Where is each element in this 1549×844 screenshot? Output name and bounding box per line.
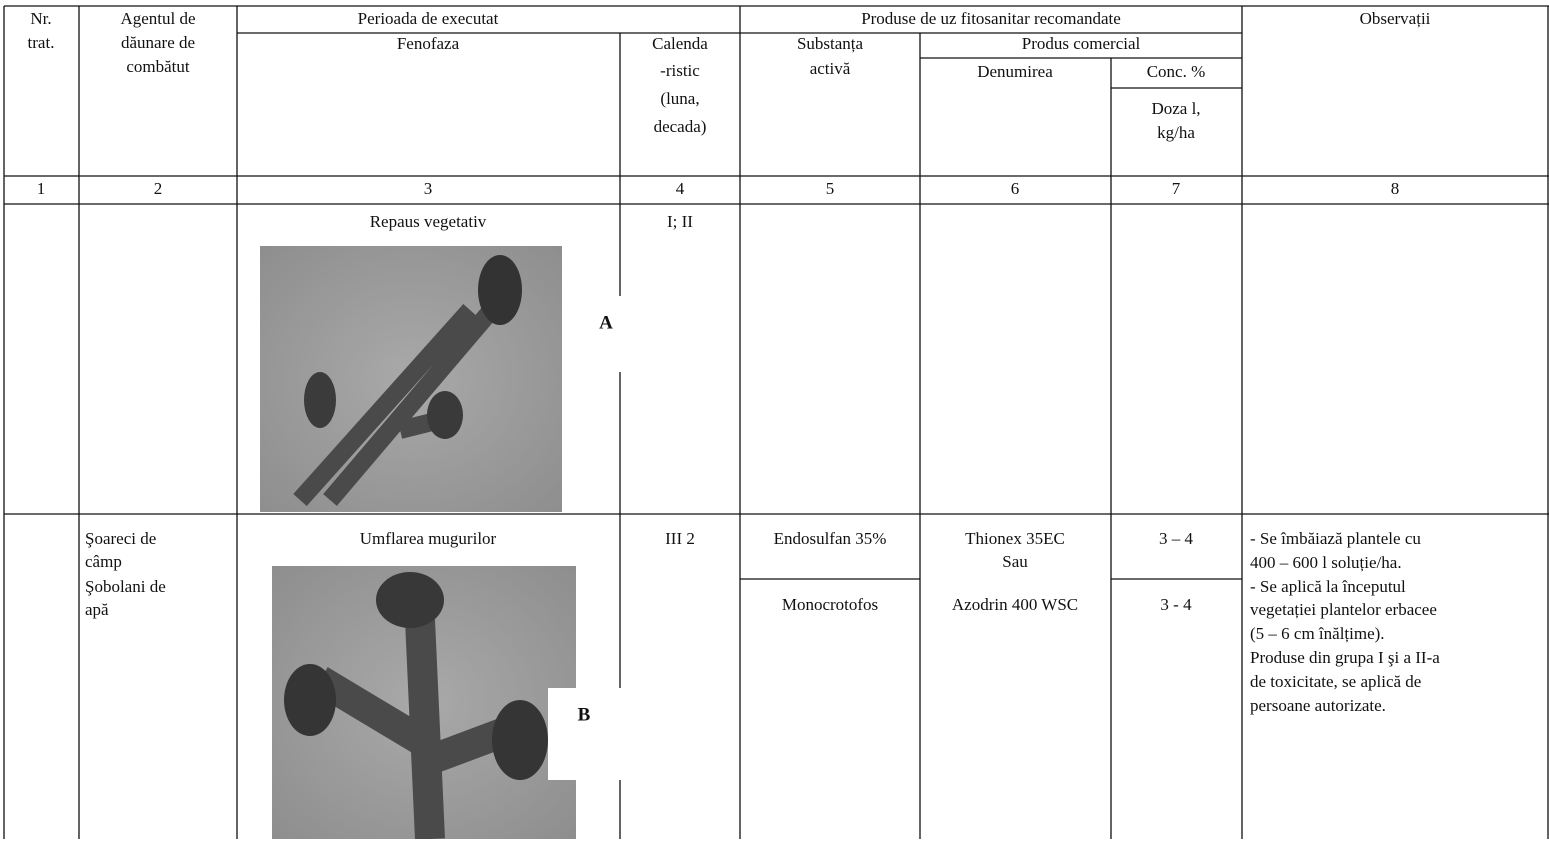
photo-bud [284, 664, 336, 736]
header-cell: activă [810, 59, 851, 78]
grid [3, 5, 1549, 839]
column-number: 7 [1172, 179, 1181, 198]
header-cell: dăunare de [121, 33, 195, 52]
photo-a [260, 246, 562, 512]
cell: Şobolani de [85, 577, 166, 596]
cell: apă [85, 600, 109, 619]
header-cell: Calenda [652, 34, 708, 53]
header-cell: combătut [126, 57, 190, 76]
cell: Umflarea mugurilor [360, 529, 497, 548]
image-label: A [599, 312, 613, 333]
header-cell: Produs comercial [1022, 34, 1141, 53]
note-line: Produse din grupa I şi a II-a [1250, 648, 1440, 667]
cell: I; II [667, 212, 693, 231]
column-number: 6 [1011, 179, 1020, 198]
header-cell: Observații [1360, 9, 1431, 28]
header-cell: Produse de uz fitosanitar recomandate [861, 9, 1121, 28]
cell: 3 - 4 [1160, 595, 1192, 614]
cell: Monocrotofos [782, 595, 878, 614]
column-number: 2 [154, 179, 163, 198]
cell: Endosulfan 35% [774, 529, 887, 548]
note-line: 400 – 600 l soluție/ha. [1250, 553, 1402, 572]
photo-bud [427, 391, 463, 439]
header-cell: kg/ha [1157, 123, 1195, 142]
header-cell: Doza l, [1151, 99, 1200, 118]
photo-b [272, 566, 576, 840]
photo-bud [492, 700, 548, 780]
cell: Repaus vegetativ [370, 212, 487, 231]
note-line: - Se aplică la începutul [1250, 577, 1406, 596]
note-line: vegetației plantelor erbacee [1250, 600, 1437, 619]
photo-bud [304, 372, 336, 428]
cell: III 2 [665, 529, 695, 548]
label-box [594, 296, 620, 372]
cell: Thionex 35EC [965, 529, 1065, 548]
cell: 3 – 4 [1159, 529, 1194, 548]
cell: Sau [1002, 552, 1028, 571]
cell: câmp [85, 552, 122, 571]
header-cell: -ristic [660, 61, 700, 80]
photo-bud [376, 572, 444, 628]
image-label: B [578, 704, 591, 725]
column-number: 1 [37, 179, 46, 198]
header-cell: Conc. % [1147, 62, 1206, 81]
note-line: - Se îmbăiază plantele cu [1250, 529, 1421, 548]
header-cell: Substanța [797, 34, 864, 53]
header-cell: trat. [28, 33, 55, 52]
label-box [548, 688, 620, 780]
column-number: 3 [424, 179, 433, 198]
header-cell: decada) [654, 117, 707, 136]
header-cell: (luna, [660, 89, 699, 108]
header-cell: Denumirea [977, 62, 1053, 81]
column-number: 5 [826, 179, 835, 198]
note-line: persoane autorizate. [1250, 696, 1386, 715]
cell: Şoareci de [85, 529, 156, 548]
column-number: 4 [676, 179, 685, 198]
header-cell: Nr. [30, 9, 51, 28]
header-cell: Agentul de [120, 9, 195, 28]
header-cell: Fenofaza [397, 34, 460, 53]
note-line: de toxicitate, se aplică de [1250, 672, 1421, 691]
column-number: 8 [1391, 179, 1400, 198]
photo-bud [478, 255, 522, 325]
cell: Azodrin 400 WSC [952, 595, 1078, 614]
note-line: (5 – 6 cm înălțime). [1250, 624, 1385, 643]
header-cell: Perioada de executat [358, 9, 499, 28]
